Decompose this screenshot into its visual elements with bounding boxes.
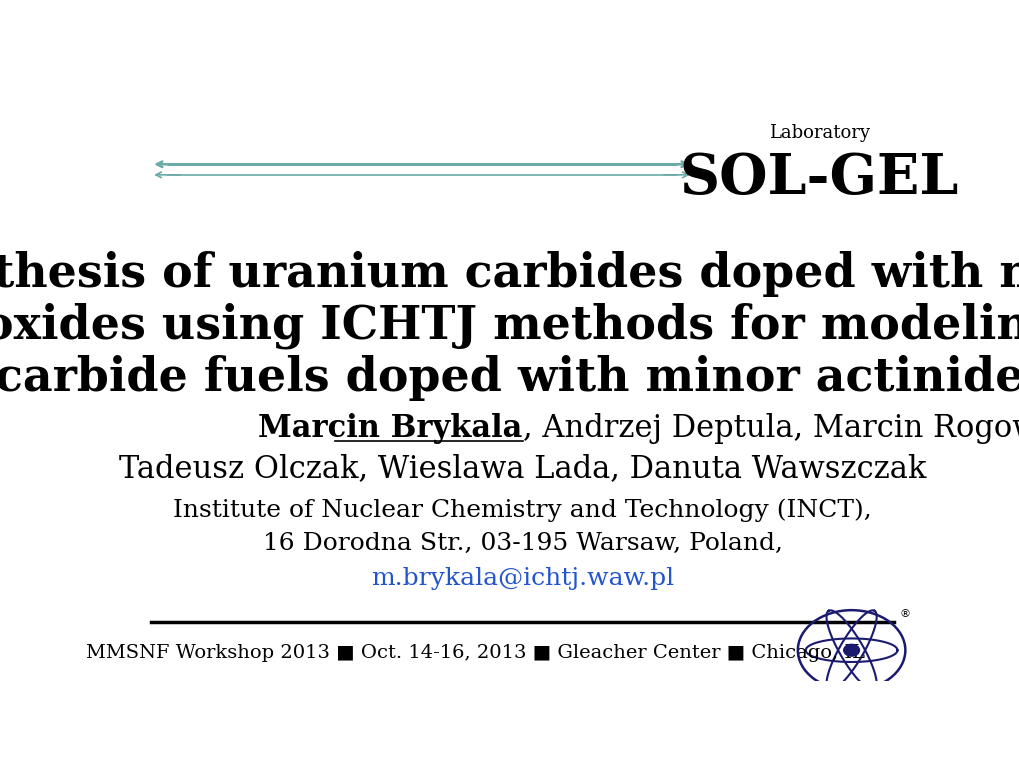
Text: Marcin Brykala: Marcin Brykala (258, 413, 522, 444)
Text: Synthesis of uranium carbides doped with metal: Synthesis of uranium carbides doped with… (0, 251, 1019, 298)
Text: carbide fuels doped with minor actinides: carbide fuels doped with minor actinides (0, 354, 1019, 401)
Text: ®: ® (899, 609, 910, 619)
Text: Institute of Nuclear Chemistry and Technology (INCT),: Institute of Nuclear Chemistry and Techn… (173, 498, 871, 522)
Text: m.brykala@ichtj.waw.pl: m.brykala@ichtj.waw.pl (371, 567, 674, 590)
Circle shape (843, 644, 859, 656)
Text: , Andrzej Deptula, Marcin Rogowski, Tomasz Smolinski,: , Andrzej Deptula, Marcin Rogowski, Toma… (522, 413, 1019, 444)
Text: oxides using ICHTJ methods for modeling: oxides using ICHTJ methods for modeling (0, 303, 1019, 349)
Text: MMSNF Workshop 2013 ■ Oct. 14-16, 2013 ■ Gleacher Center ■ Chicago, IL: MMSNF Workshop 2013 ■ Oct. 14-16, 2013 ■… (86, 643, 864, 662)
Text: 16 Dorodna Str., 03-195 Warsaw, Poland,: 16 Dorodna Str., 03-195 Warsaw, Poland, (263, 532, 782, 555)
Text: Laboratory: Laboratory (768, 124, 869, 142)
Text: SOL-GEL: SOL-GEL (679, 151, 958, 206)
Text: Tadeusz Olczak, Wieslawa Lada, Danuta Wawszczak: Tadeusz Olczak, Wieslawa Lada, Danuta Wa… (119, 453, 925, 484)
